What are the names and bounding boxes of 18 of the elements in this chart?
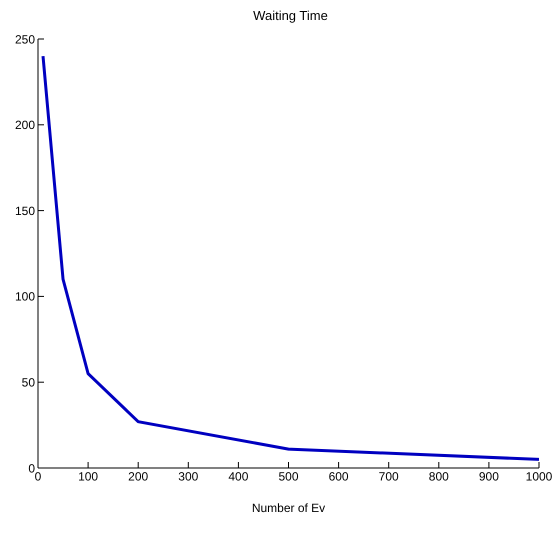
x-tick-label: 900 — [478, 470, 500, 484]
x-axis-title: Number of Ev — [252, 501, 326, 515]
y-tick-label: 250 — [14, 32, 36, 46]
x-tick-label: 200 — [128, 470, 149, 484]
y-tick-label: 100 — [14, 290, 36, 304]
x-tick-label: 500 — [278, 470, 299, 484]
x-tick-label: 300 — [178, 470, 199, 484]
x-tick-label: 400 — [228, 470, 249, 484]
x-tick-label: 100 — [78, 470, 98, 484]
x-tick-label: 800 — [428, 470, 450, 484]
line-series — [42, 54, 539, 461]
y-tick-label: 200 — [14, 118, 36, 132]
x-tick-label: 700 — [378, 470, 400, 484]
chart-title: Waiting Time — [252, 8, 329, 23]
x-tick-label: 1000 — [526, 470, 553, 484]
y-tick-label: 150 — [14, 204, 36, 218]
x-tick-label: 600 — [328, 470, 349, 484]
y-tick-label: 50 — [22, 375, 36, 390]
